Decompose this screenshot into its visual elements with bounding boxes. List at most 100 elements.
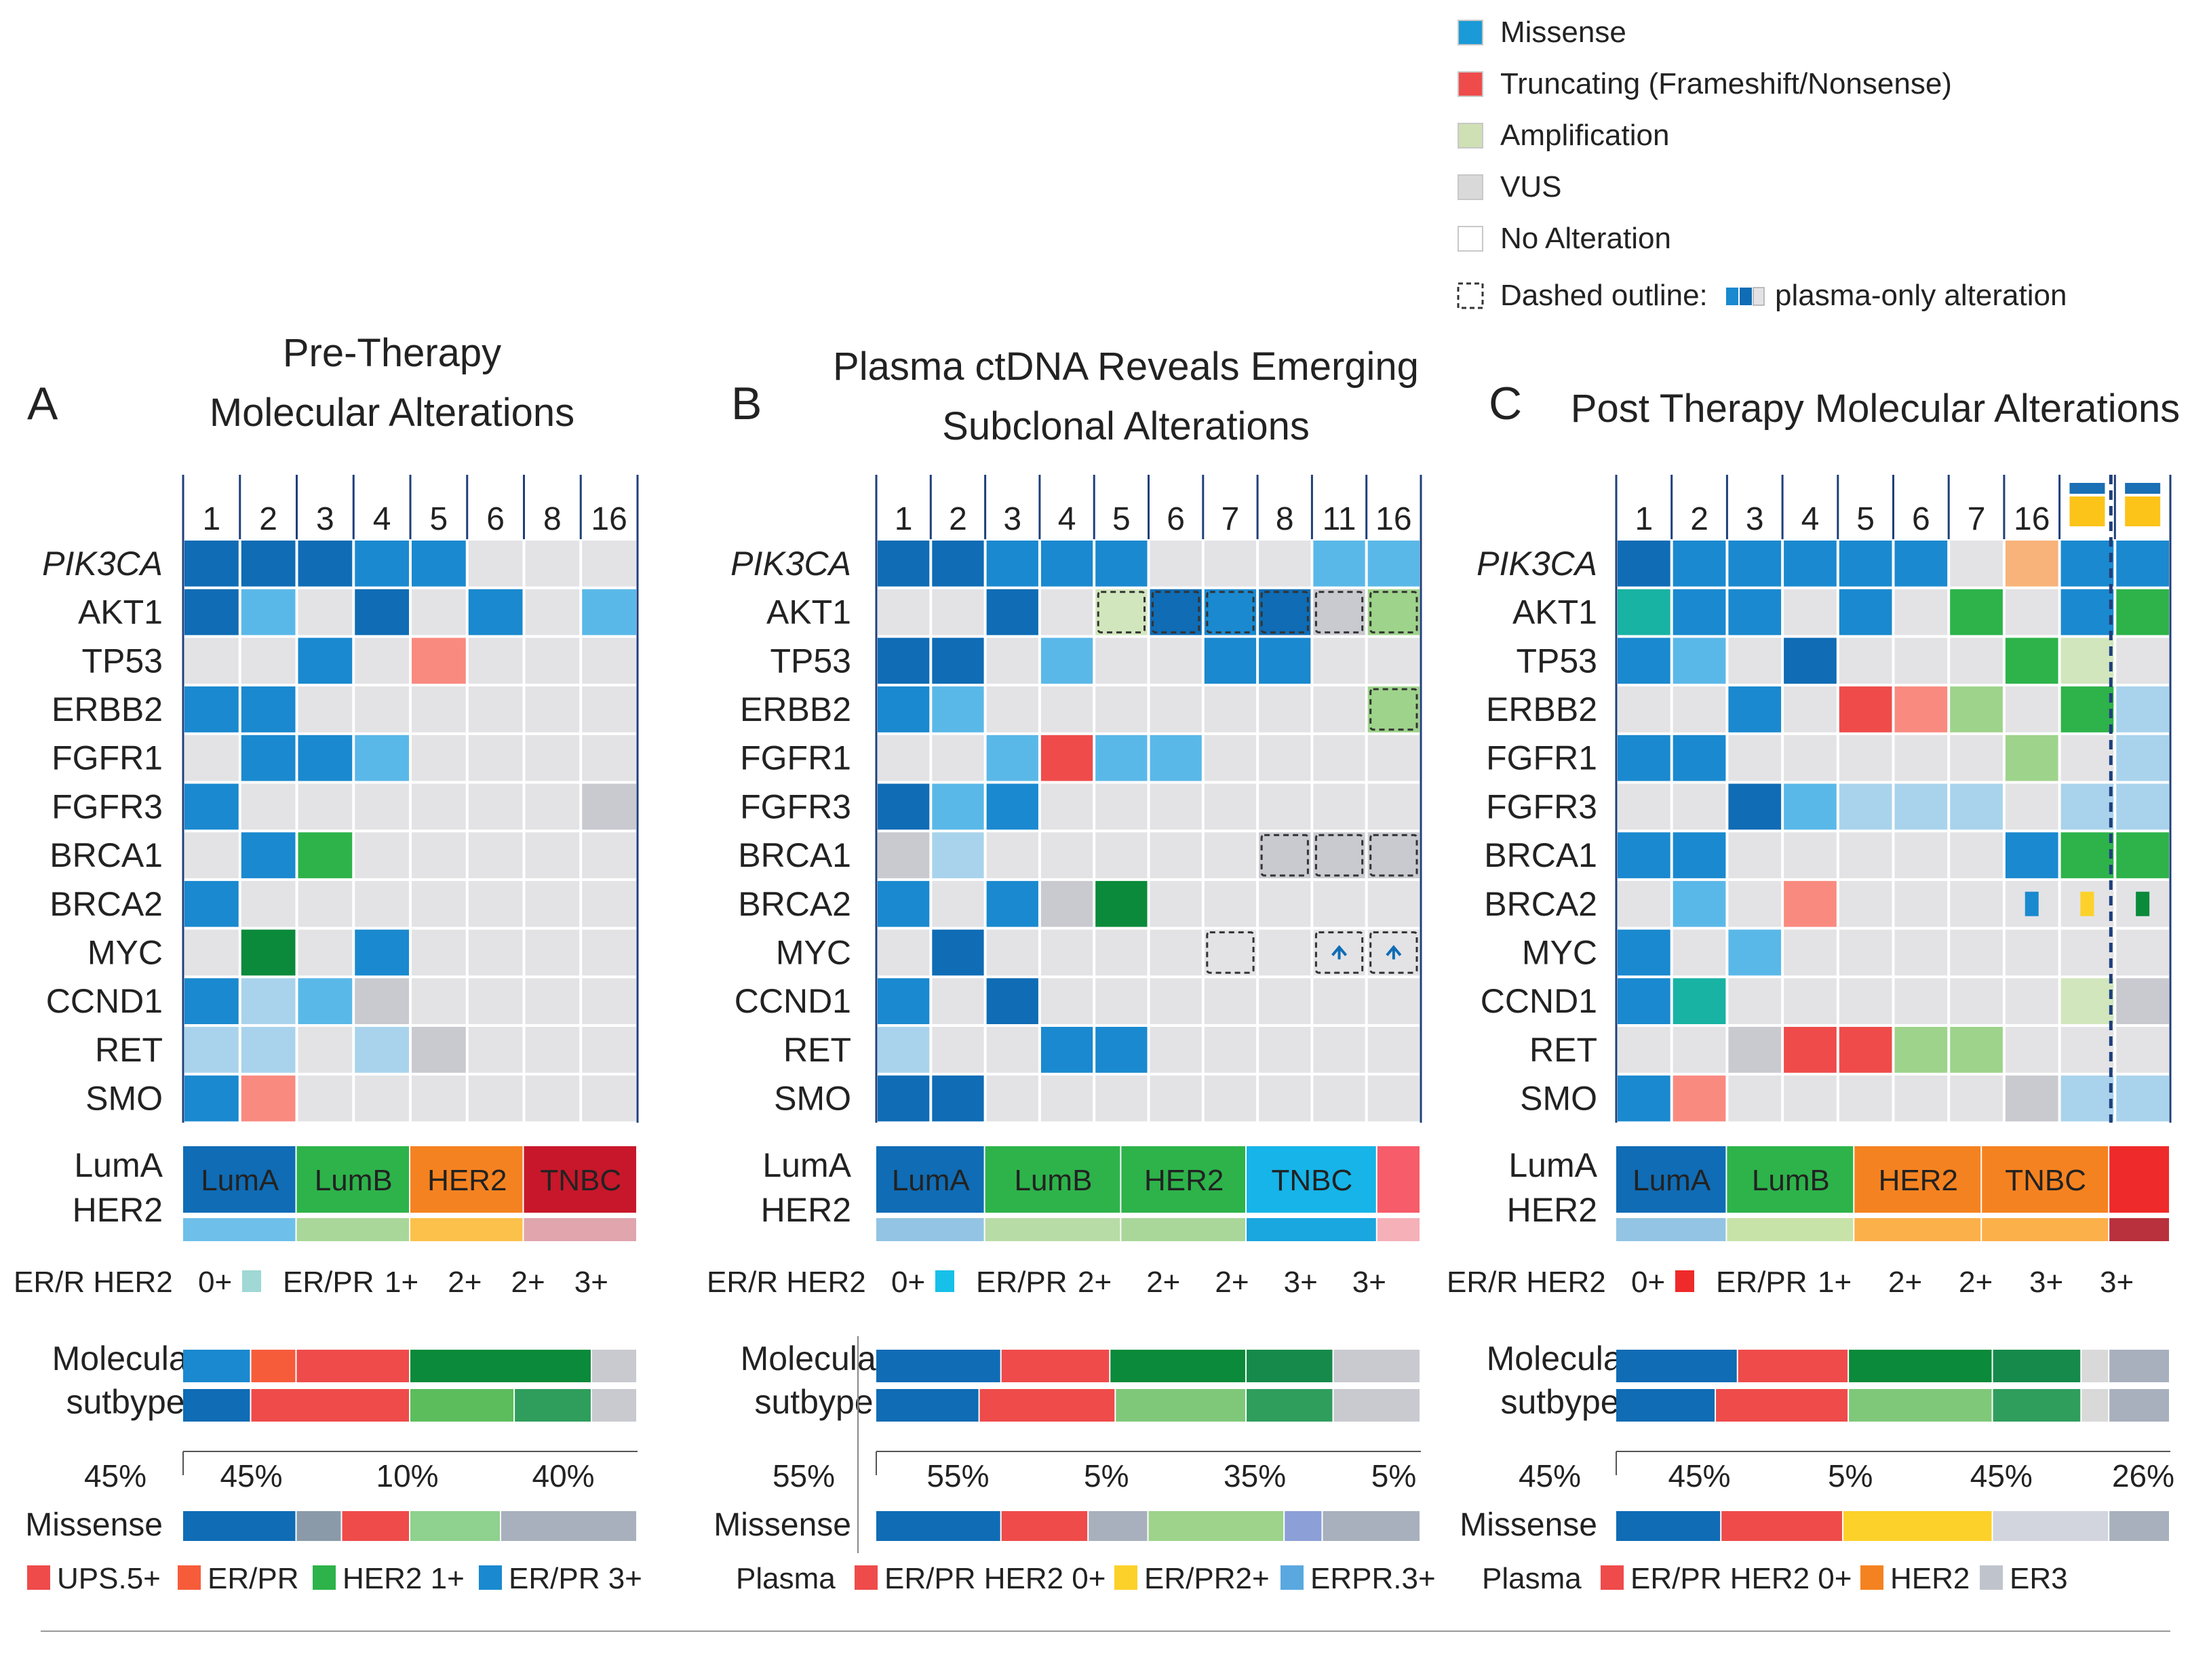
heatmap-cell <box>355 589 409 636</box>
bottom-legend-swatch <box>1114 1565 1137 1590</box>
heatmap-cell <box>1367 541 1420 587</box>
heatmap-cell <box>1894 638 1948 684</box>
subtype-label: LumA <box>892 1164 971 1197</box>
mol-segment <box>2109 1389 2169 1422</box>
heatmap-cell <box>2060 589 2114 636</box>
heatmap-cell <box>1673 686 1726 732</box>
heatmap-cell <box>986 1075 1038 1122</box>
heatmap-cell <box>1040 686 1093 732</box>
mol-segment <box>183 1350 250 1382</box>
heatmap-cell <box>1784 929 1837 976</box>
heatmap-cell <box>1839 638 1892 684</box>
heatmap-cell <box>2116 978 2169 1024</box>
heatmap-cell <box>932 638 984 684</box>
heatmap-cell <box>525 783 580 830</box>
heatmap-cell <box>1259 783 1311 830</box>
heatmap-cell <box>1150 978 1202 1024</box>
column-header: 7 <box>1221 501 1240 537</box>
legend-swatch <box>1458 226 1483 252</box>
heatmap-cell <box>582 1075 636 1122</box>
column-header: 5 <box>1112 501 1131 537</box>
pct-value: 45% <box>1970 1458 2033 1493</box>
er-label: 2+ <box>511 1266 545 1299</box>
heatmap-cell <box>2116 589 2169 636</box>
heatmap-cell <box>2005 783 2058 830</box>
heatmap-cell <box>1150 1075 1202 1122</box>
heatmap-cell <box>582 1027 636 1073</box>
heatmap-cell <box>1313 686 1365 732</box>
heatmap-cell <box>1313 832 1365 878</box>
subtype-block <box>183 1146 296 1213</box>
heatmap-cell <box>2060 541 2114 587</box>
heatmap-cell <box>932 589 984 636</box>
heatmap-cell <box>878 1027 930 1073</box>
heatmap-cell <box>184 929 239 976</box>
heatmap-cell <box>241 978 296 1024</box>
header-icon <box>2069 496 2105 526</box>
heatmap-cell <box>1728 978 1782 1024</box>
heatmap-cell <box>1259 686 1311 732</box>
mol-segment <box>1110 1350 1246 1382</box>
subtype-left-label: HER2 <box>73 1191 163 1229</box>
panel-letter: C <box>1489 378 1522 429</box>
heatmap-cell <box>184 589 239 636</box>
heatmap-cell <box>1784 638 1837 684</box>
gene-label: BRCA1 <box>50 836 163 874</box>
heatmap-cell <box>1040 589 1093 636</box>
heatmap-cell <box>1894 929 1948 976</box>
heatmap-cell <box>582 783 636 830</box>
heatmap-cell <box>468 880 523 927</box>
gene-label: CCND1 <box>735 982 851 1020</box>
legend-mini-swatch <box>1740 288 1752 305</box>
dashed-outline <box>1260 591 1309 633</box>
column-header: 4 <box>1058 501 1076 537</box>
subtype-subbar <box>985 1218 1120 1241</box>
panel-title: Pre-Therapy <box>283 331 501 375</box>
heatmap-cell <box>241 638 296 684</box>
missense-segment <box>1843 1511 1992 1541</box>
heatmap-cell <box>1839 783 1892 830</box>
missense-segment <box>1993 1511 2109 1541</box>
pct-value: 5% <box>1828 1458 1873 1493</box>
heatmap-cell <box>1367 686 1420 732</box>
column-header: 8 <box>543 501 562 537</box>
subtype-left-label: LumA <box>74 1146 163 1184</box>
heatmap-cell <box>878 783 930 830</box>
pct-value: 5% <box>1084 1458 1129 1493</box>
heatmap-cell <box>241 880 296 927</box>
dashed-outline <box>1206 591 1255 633</box>
mol-segment <box>876 1350 1000 1382</box>
heatmap-cell <box>878 735 930 781</box>
pct-value: 10% <box>376 1458 438 1493</box>
heatmap-cell <box>1204 686 1257 732</box>
heatmap-cell <box>241 832 296 878</box>
heatmap-cell <box>1095 686 1148 732</box>
bottom-legend-swatch <box>27 1565 50 1590</box>
mol-segment <box>2081 1389 2109 1422</box>
heatmap-cell <box>1367 1075 1420 1122</box>
heatmap-cell <box>986 832 1038 878</box>
heatmap-cell <box>878 929 930 976</box>
heatmap-cell <box>2060 638 2114 684</box>
heatmap-cell <box>355 978 409 1024</box>
heatmap-cell <box>1204 929 1257 976</box>
heatmap-cell <box>355 929 409 976</box>
heatmap-cell <box>1839 541 1892 587</box>
heatmap-cell <box>1259 1075 1311 1122</box>
heatmap-cell <box>355 1075 409 1122</box>
heatmap-cell <box>1259 929 1311 976</box>
heatmap-cell <box>298 832 353 878</box>
heatmap-cell <box>412 978 466 1024</box>
subtype-subbar <box>183 1218 296 1241</box>
bottom-legend-label: HER2 <box>1890 1562 1970 1595</box>
heatmap-cell <box>298 735 353 781</box>
er-label: 3+ <box>2029 1266 2063 1299</box>
heatmap-cell <box>986 638 1038 684</box>
gene-label: FGFR1 <box>1486 739 1597 777</box>
heatmap-cell <box>2005 735 2058 781</box>
heatmap-cell <box>1367 832 1420 878</box>
heatmap-cell <box>1313 638 1365 684</box>
heatmap-cell <box>2116 783 2169 830</box>
heatmap-cell <box>1894 832 1948 878</box>
